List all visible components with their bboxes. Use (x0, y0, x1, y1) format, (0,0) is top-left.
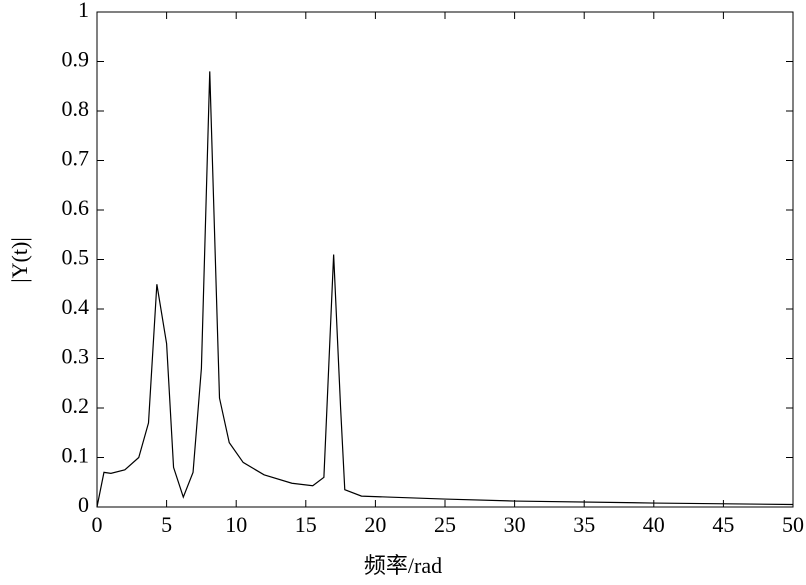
y-tick-label: 0.3 (62, 344, 90, 369)
x-tick-label: 45 (712, 512, 734, 537)
x-tick-label: 30 (504, 512, 526, 537)
y-tick-label: 0.5 (62, 245, 90, 270)
data-line (96, 71, 794, 508)
y-tick-label: 1 (78, 0, 89, 22)
x-tick-label: 10 (225, 512, 247, 537)
x-tick-label: 20 (364, 512, 386, 537)
y-tick-label: 0.8 (62, 96, 90, 121)
x-tick-label: 0 (92, 512, 103, 537)
y-tick-label: 0.7 (62, 146, 90, 171)
x-tick-label: 15 (295, 512, 317, 537)
y-tick-label: 0 (78, 492, 89, 517)
y-tick-label: 0.9 (62, 47, 90, 72)
x-tick-label: 50 (782, 512, 804, 537)
x-tick-label: 40 (643, 512, 665, 537)
y-axis-label: |Y(t)| (7, 237, 32, 282)
y-tick-label: 0.4 (62, 294, 90, 319)
x-tick-label: 5 (161, 512, 172, 537)
plot-frame (96, 11, 794, 508)
y-tick-label: 0.2 (62, 393, 90, 418)
y-tick-label: 0.1 (62, 443, 90, 468)
y-tick-label: 0.6 (62, 195, 90, 220)
x-tick-label: 35 (573, 512, 595, 537)
x-axis-label: 频率/rad (364, 553, 442, 578)
x-tick-label: 25 (434, 512, 456, 537)
